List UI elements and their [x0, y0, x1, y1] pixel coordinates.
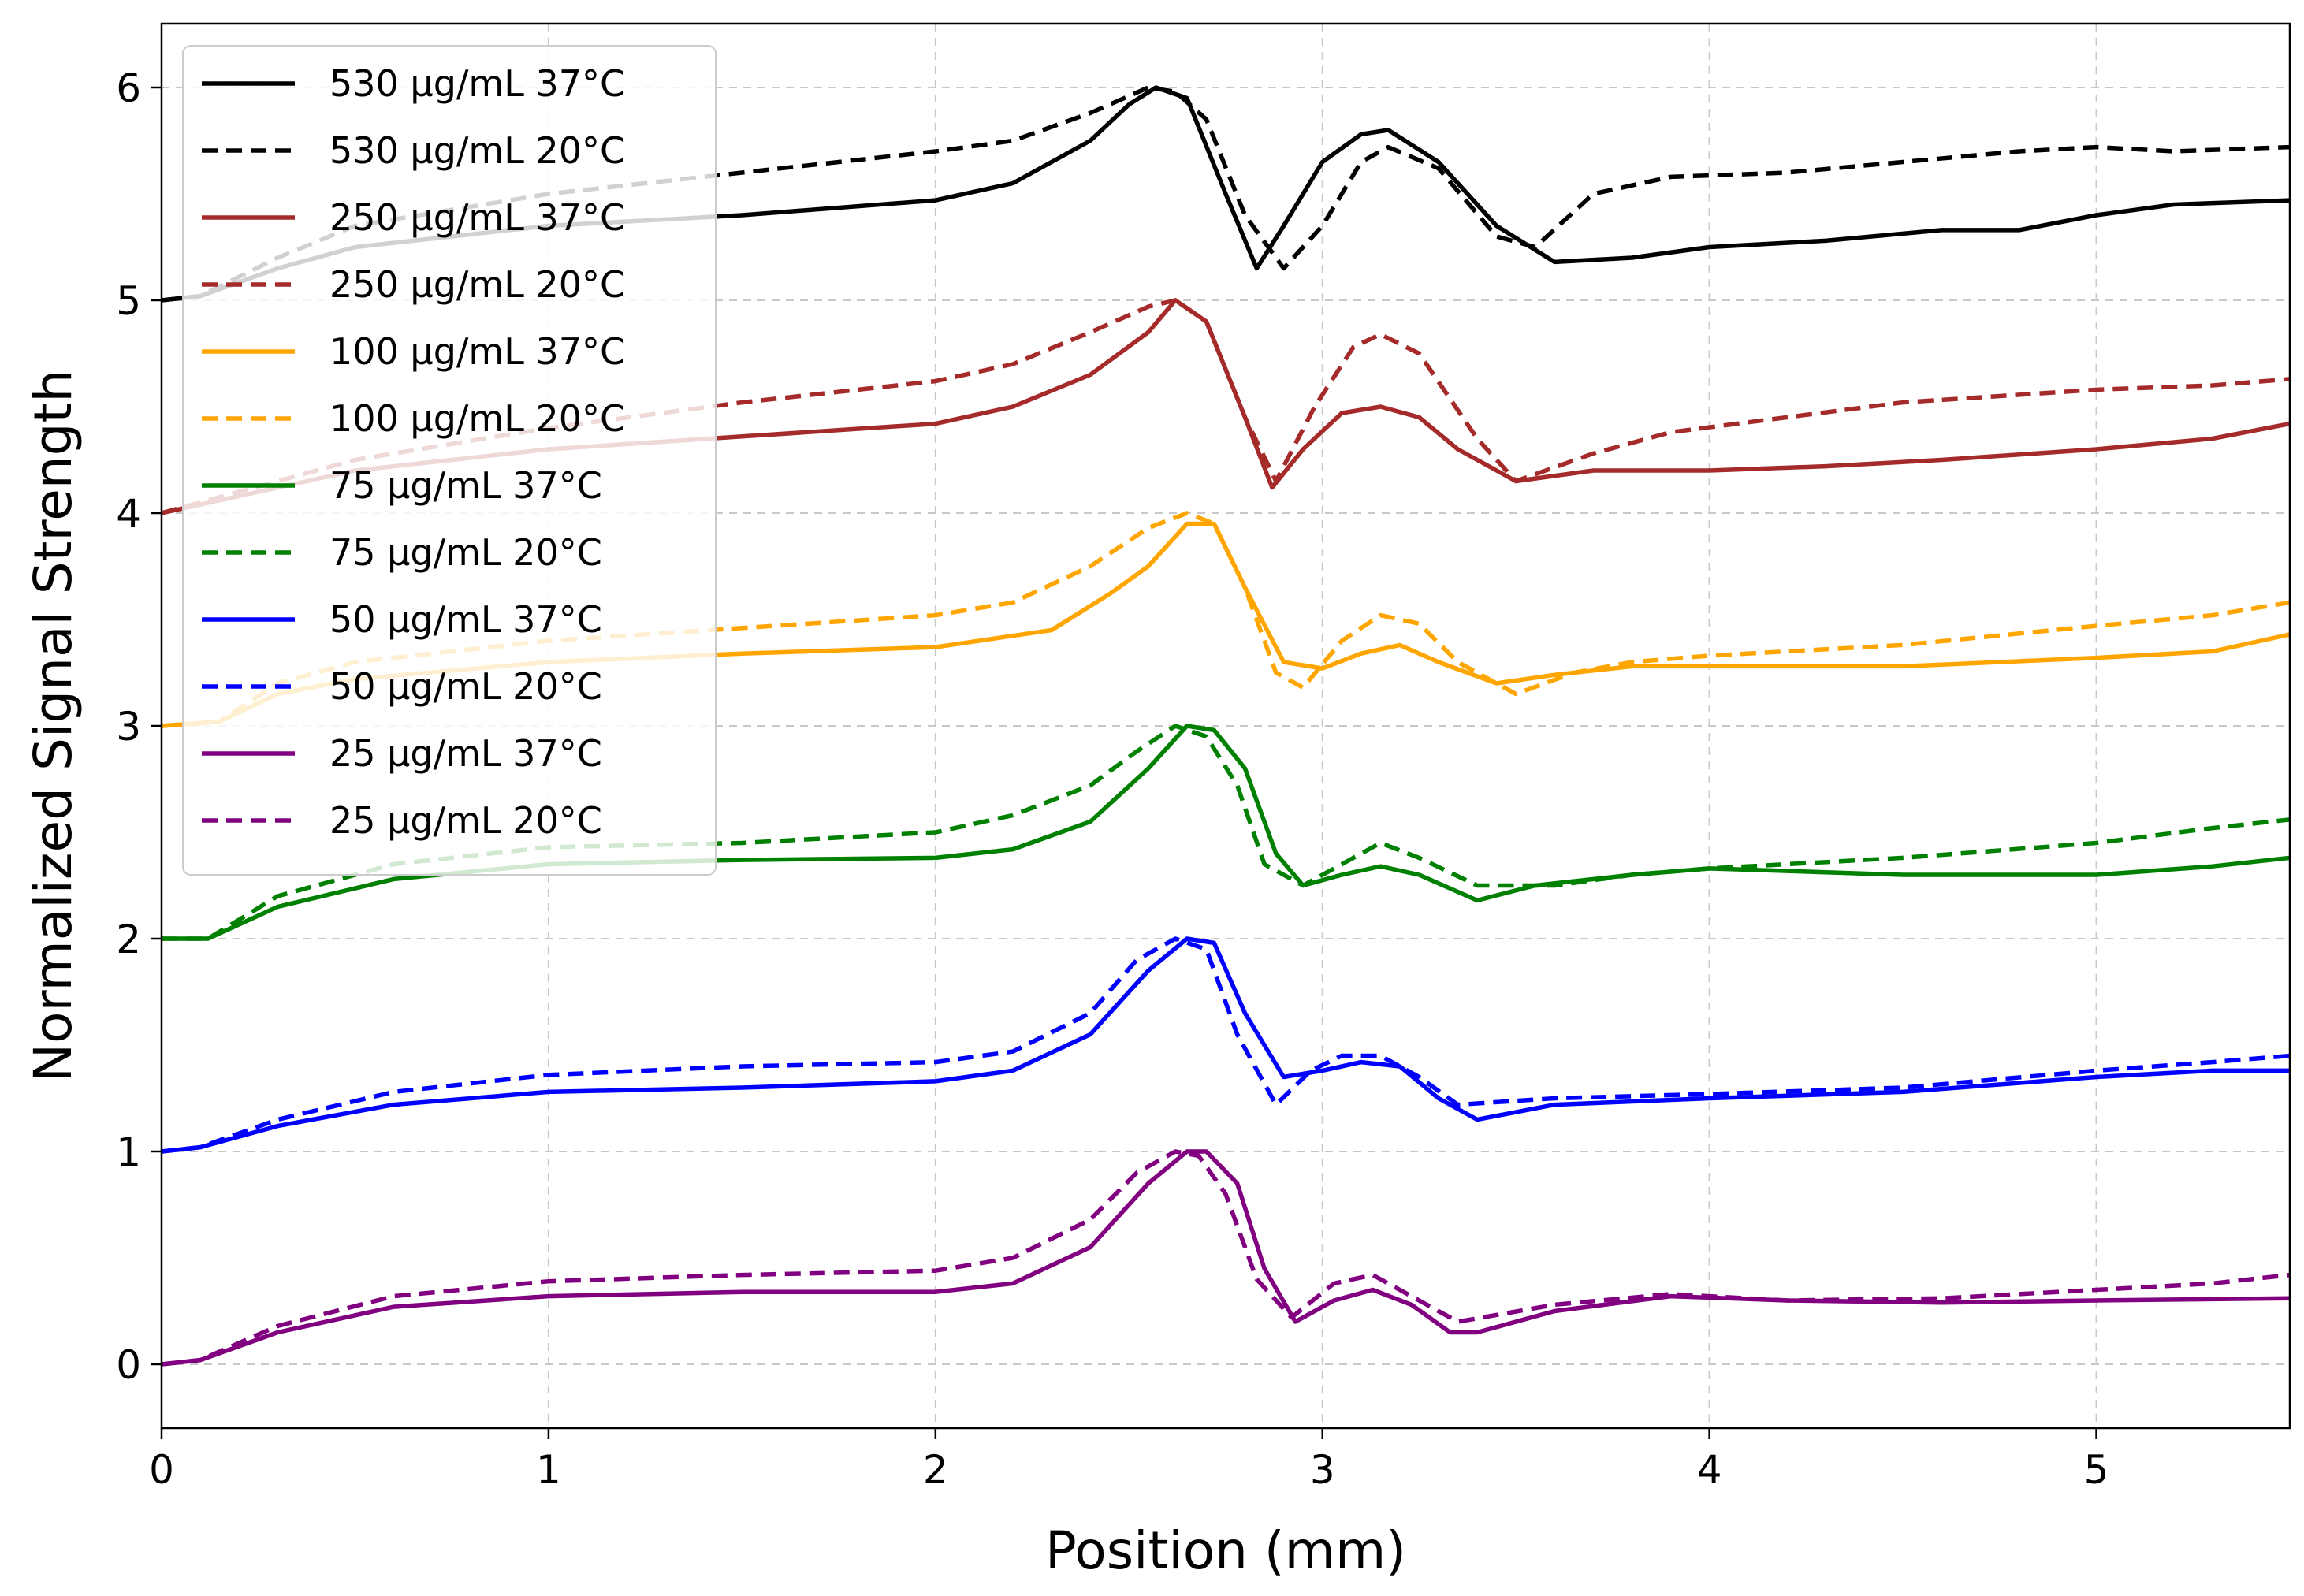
y-tick-label: 4 — [116, 491, 141, 537]
series-line-9 — [162, 936, 2290, 1154]
x-tick-label: 5 — [2084, 1447, 2109, 1493]
legend-label: 100 µg/mL 37°C — [329, 330, 625, 373]
legend-label: 250 µg/mL 20°C — [329, 263, 625, 306]
y-tick-label: 1 — [116, 1129, 141, 1175]
legend-label: 75 µg/mL 20°C — [329, 531, 602, 574]
legend-label: 530 µg/mL 37°C — [329, 62, 625, 105]
x-tick-label: 2 — [923, 1447, 948, 1493]
legend-label: 530 µg/mL 20°C — [329, 129, 625, 172]
legend-label: 25 µg/mL 20°C — [329, 799, 602, 842]
x-tick-label: 4 — [1697, 1447, 1722, 1493]
legend-label: 50 µg/mL 20°C — [329, 665, 602, 708]
legend-label: 100 µg/mL 20°C — [329, 397, 625, 440]
y-tick-label: 6 — [116, 65, 141, 111]
x-tick-label: 0 — [149, 1447, 174, 1493]
y-tick-label: 3 — [116, 704, 141, 750]
series-line-10 — [162, 1149, 2290, 1367]
series-line-2 — [162, 298, 2290, 515]
series-line-7 — [162, 724, 2290, 941]
legend-label: 250 µg/mL 37°C — [329, 196, 625, 239]
x-axis-label: Position (mm) — [1045, 1520, 1406, 1581]
legend-label: 50 µg/mL 37°C — [329, 598, 602, 641]
y-tick-label: 5 — [116, 278, 141, 324]
legend-label: 25 µg/mL 37°C — [329, 732, 602, 775]
y-axis-label: Normalized Signal Strength — [23, 370, 84, 1082]
series-line-8 — [162, 936, 2290, 1154]
series-line-3 — [162, 298, 2290, 515]
series-line-11 — [162, 1149, 2290, 1367]
y-tick-label: 0 — [116, 1342, 141, 1388]
x-tick-label: 1 — [536, 1447, 561, 1493]
legend-box — [182, 45, 717, 876]
x-tick-label: 3 — [1310, 1447, 1335, 1493]
axis-ticks: 0 1 2 3 4 5 0 1 2 3 4 5 6 — [116, 65, 2109, 1493]
y-tick-label: 2 — [116, 917, 141, 962]
legend: 530 µg/mL 37°C 530 µg/mL 20°C 250 µg/mL 37… — [182, 45, 717, 876]
legend-label: 75 µg/mL 37°C — [329, 464, 602, 507]
